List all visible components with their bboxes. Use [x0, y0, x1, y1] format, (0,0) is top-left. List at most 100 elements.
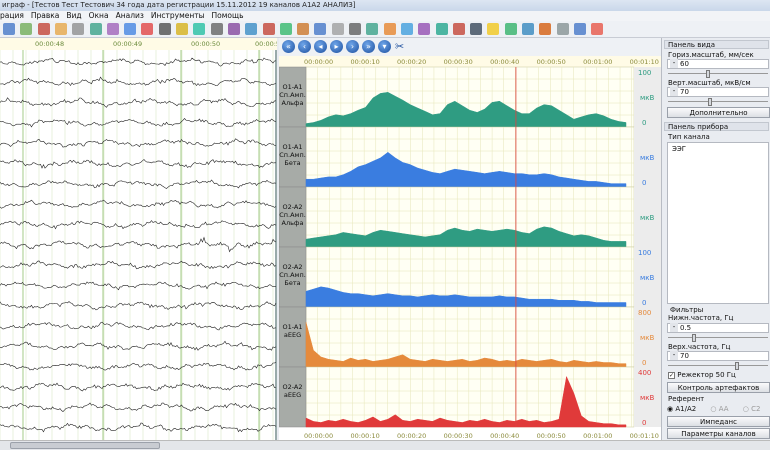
toolbar-tool-icon[interactable] — [297, 23, 310, 35]
menu-item[interactable]: Вид — [66, 11, 82, 20]
toolbar-tool-icon[interactable] — [3, 23, 15, 35]
menu-item[interactable]: Окна — [88, 11, 109, 20]
toolbar-tool-icon[interactable] — [400, 23, 413, 35]
toolbar-tool-icon[interactable] — [504, 23, 517, 35]
toolbar-tool-icon[interactable] — [54, 23, 67, 35]
eeg-traces-view[interactable]: 00:00:48 00:00:49 00:00:50 00:00:51 — [0, 38, 277, 440]
horiz-scale-input[interactable]: 60 — [667, 59, 769, 69]
toolbar-tool-icon[interactable] — [452, 23, 465, 35]
high-freq-input[interactable]: 70 — [667, 351, 769, 361]
eeg-time-label: 00:00:48 — [35, 40, 64, 48]
toolbar-tool-icon[interactable] — [262, 23, 275, 35]
eeg-channel-trace — [0, 138, 277, 148]
toolbar-tool-icon[interactable] — [349, 23, 361, 35]
nav-forward-icon[interactable]: › — [346, 40, 359, 53]
toolbar-tool-icon[interactable] — [20, 23, 33, 35]
toolbar-tool-icon[interactable] — [331, 23, 344, 35]
toolbar-tool-icon[interactable] — [72, 23, 85, 35]
toolbar-tool-icon[interactable] — [435, 23, 448, 35]
toolbar-tool-icon[interactable] — [591, 23, 604, 35]
high-freq-slider[interactable] — [668, 362, 768, 370]
scrollbar-thumb[interactable] — [10, 442, 160, 449]
toolbar-tool-icon[interactable] — [573, 23, 586, 35]
radio-c2[interactable]: ○ C2 — [742, 405, 761, 413]
low-freq-knob[interactable] — [692, 334, 696, 342]
nav-last-icon[interactable]: » — [362, 40, 375, 53]
rejector-row[interactable]: ✓ Режектор 50 Гц — [668, 371, 736, 379]
toolbar-tool-icon[interactable] — [193, 23, 206, 35]
vert-scale-knob[interactable] — [708, 98, 713, 106]
toolbar — [0, 21, 770, 38]
toolbar-tool-icon[interactable] — [418, 23, 431, 35]
spectra-max-label: 100 — [638, 69, 651, 77]
toolbar-tool-icon[interactable] — [245, 23, 258, 35]
vert-scale-slider[interactable] — [668, 98, 768, 106]
horiz-scale-label: Гориз.масштаб, мм/сек — [668, 51, 754, 59]
toolbar-tool-icon[interactable] — [37, 23, 50, 35]
eeg-channel-trace — [0, 179, 277, 189]
rejector-checkbox[interactable]: ✓ — [668, 371, 675, 379]
low-freq-slider[interactable] — [668, 334, 768, 342]
toolbar-tool-icon[interactable] — [556, 23, 569, 35]
horiz-scale-knob[interactable] — [706, 70, 711, 78]
toolbar-tool-icon[interactable] — [539, 23, 552, 35]
menu-item[interactable]: Анализ — [115, 11, 144, 20]
channel-type-item[interactable]: ЭЭГ — [672, 145, 687, 153]
high-freq-knob[interactable] — [735, 362, 740, 370]
spectra-area — [305, 226, 627, 248]
nav-down-icon[interactable]: ▾ — [378, 40, 391, 53]
toolbar-tool-icon[interactable] — [279, 23, 292, 35]
nav-prev-icon[interactable]: ◂ — [314, 40, 327, 53]
toolbar-tool-icon[interactable] — [227, 23, 240, 35]
toolbar-tool-icon[interactable] — [176, 23, 188, 35]
toolbar-tool-icon[interactable] — [522, 23, 534, 35]
menu-item[interactable]: Правка — [30, 11, 60, 20]
eeg-channel-trace — [0, 57, 277, 67]
low-freq-input[interactable]: 0.5 — [667, 323, 769, 333]
radio-a1a2[interactable]: ◉ A1/A2 — [667, 405, 697, 413]
channel-type-label: Тип канала — [668, 133, 710, 141]
toolbar-tool-icon[interactable] — [89, 23, 102, 35]
spectra-time-label: 00:01:10 — [630, 58, 659, 66]
impedance-button[interactable]: Импеданс — [667, 416, 770, 427]
spectra-row-label: Сп.Амп. — [279, 151, 306, 159]
toolbar-tool-icon[interactable] — [470, 23, 483, 35]
radio-c2-label: C2 — [751, 405, 761, 413]
channel-params-button[interactable]: Параметры каналов — [667, 428, 770, 439]
toolbar-tool-icon[interactable] — [124, 23, 137, 35]
spectra-row-label: O1-A1 — [282, 83, 302, 91]
eeg-channel-trace — [0, 199, 277, 209]
toolbar-tool-icon[interactable] — [210, 23, 223, 35]
horiz-scale-slider[interactable] — [668, 70, 768, 78]
toolbar-tool-icon[interactable] — [314, 23, 327, 35]
filters-label: Фильтры — [670, 306, 704, 314]
spectral-trends-view[interactable]: 00:00:00 00:00:10 00:00:20 00:00:30 00:00:40… — [278, 56, 661, 440]
vert-scale-input[interactable]: 70 — [667, 87, 769, 97]
eeg-channel-trace — [0, 382, 277, 392]
toolbar-tool-icon[interactable] — [487, 23, 500, 35]
toolbar-tool-icon[interactable] — [383, 23, 396, 35]
radio-aa[interactable]: ○ AA — [710, 405, 729, 413]
toolbar-tool-icon[interactable] — [366, 23, 379, 35]
channel-type-list[interactable]: ЭЭГ — [667, 142, 769, 304]
nav-first-icon[interactable]: « — [282, 40, 295, 53]
toolbar-tool-icon[interactable] — [141, 23, 154, 35]
eeg-channel-trace — [0, 260, 277, 270]
menu-item[interactable]: Помощь — [211, 11, 244, 20]
spectra-bottom-time-label: 00:00:20 — [397, 432, 426, 440]
menu-item[interactable]: рация — [0, 11, 24, 20]
right-panel: Панель вида Гориз.масштаб, мм/сек 60 Вер… — [661, 38, 770, 440]
spectra-row-label: Бета — [284, 279, 300, 287]
toolbar-tool-icon[interactable] — [158, 23, 171, 35]
spectra-bottom-time-label: 00:00:50 — [537, 432, 566, 440]
horizontal-scrollbar[interactable] — [0, 440, 770, 450]
nav-next-icon[interactable]: ▸ — [330, 40, 343, 53]
menu-item[interactable]: Инструменты — [150, 11, 205, 20]
tools-icon[interactable]: ✂ — [395, 40, 405, 53]
more-button[interactable]: Дополнительно — [667, 107, 770, 118]
nav-back-icon[interactable]: ‹ — [298, 40, 311, 53]
spectra-row-label: aEEG — [284, 391, 301, 399]
spectra-bottom-time-label: 00:00:30 — [444, 432, 473, 440]
artifact-control-button[interactable]: Контроль артефактов — [667, 382, 770, 393]
toolbar-tool-icon[interactable] — [106, 23, 119, 35]
